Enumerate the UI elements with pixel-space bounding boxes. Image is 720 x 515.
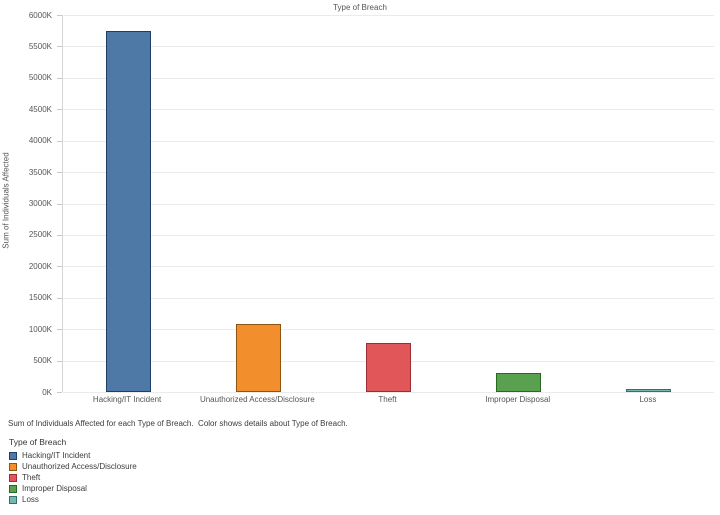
legend-item-label: Hacking/IT Incident (22, 451, 91, 460)
legend-item-loss[interactable]: Loss (9, 494, 137, 505)
gridline (63, 234, 714, 236)
y-tick-mark (57, 392, 62, 393)
gridline (63, 109, 714, 111)
legend-swatch-icon (9, 462, 17, 471)
bar-slot (63, 15, 193, 392)
x-category-label-theft: Theft (378, 395, 397, 404)
y-tick-label: 5500K (28, 41, 52, 51)
legend-swatch-icon (9, 484, 17, 493)
legend-item-label: Loss (22, 495, 39, 504)
y-tick-label: 1500K (28, 293, 52, 303)
bar-slot (323, 15, 453, 392)
bar-improper-disposal[interactable] (496, 372, 542, 392)
y-tick-label: 4500K (28, 104, 52, 114)
gridline (63, 140, 714, 142)
bar-slot (584, 15, 714, 392)
bars (63, 15, 714, 392)
gridline (63, 266, 714, 268)
legend: Type of Breach Hacking/IT Incident Unauth… (9, 437, 137, 505)
legend-item-unauthorized-access-disclosure[interactable]: Unauthorized Access/Disclosure (9, 461, 137, 472)
legend-item-label: Improper Disposal (22, 484, 87, 493)
chart-title: Type of Breach (333, 3, 387, 12)
x-axis-category-labels: Hacking/IT Incident Unauthorized Access/D… (62, 395, 713, 404)
legend-item-label: Theft (22, 473, 41, 482)
legend-item-label: Unauthorized Access/Disclosure (22, 462, 137, 471)
gridline (63, 77, 714, 79)
gridline (63, 172, 714, 174)
y-tick-label: 5000K (28, 73, 52, 83)
x-category-label-improper-disposal: Improper Disposal (485, 395, 551, 404)
bar-slot (193, 15, 323, 392)
gridline (63, 329, 714, 331)
legend-swatch-icon (9, 495, 17, 504)
bar-unauthorized-access-disclosure[interactable] (235, 323, 281, 392)
gridline (63, 297, 714, 299)
y-tick-label: 0K (42, 387, 52, 397)
y-tick-label: 500K (33, 356, 52, 366)
legend-swatch-icon (9, 473, 17, 482)
y-tick-mark (57, 46, 62, 48)
chart-caption: Sum of Individuals Affected for each Typ… (8, 419, 348, 428)
y-tick-label: 6000K (28, 10, 52, 20)
y-tick-mark (57, 297, 62, 299)
bar-theft[interactable] (366, 342, 411, 392)
y-tick-label: 3500K (28, 167, 52, 177)
y-tick-mark (57, 234, 62, 236)
legend-item-theft[interactable]: Theft (9, 472, 137, 483)
gridline (63, 46, 714, 48)
bar-loss[interactable] (626, 388, 672, 392)
y-tick-label: 1000K (28, 324, 52, 334)
y-tick-mark (57, 172, 62, 174)
gridline (63, 15, 714, 16)
legend-item-hacking-it-incident[interactable]: Hacking/IT Incident (9, 450, 137, 461)
gridline (63, 203, 714, 205)
y-tick-mark (57, 266, 62, 268)
legend-swatch-icon (9, 451, 17, 460)
y-tick-label: 2500K (28, 230, 52, 240)
y-tick-mark (57, 15, 62, 16)
y-axis-title: Sum of Individuals Affected (1, 152, 11, 249)
x-category-label-loss: Loss (639, 395, 657, 404)
legend-item-improper-disposal[interactable]: Improper Disposal (9, 483, 137, 494)
y-tick-label: 4000K (28, 136, 52, 146)
gridline (63, 392, 714, 393)
y-tick-mark (57, 203, 62, 205)
y-tick-mark (57, 77, 62, 79)
y-tick-mark (57, 109, 62, 111)
x-category-label-unauthorized-access-disclosure: Unauthorized Access/Disclosure (199, 395, 315, 404)
y-tick-mark (57, 329, 62, 331)
y-tick-mark (57, 140, 62, 142)
legend-title: Type of Breach (9, 437, 67, 447)
x-category-label-hacking-it-incident: Hacking/IT Incident (92, 395, 162, 404)
y-axis-tick-labels: 0K 500K 1000K 1500K 2000K 2500K 3000K 3500K 4000… (0, 11, 56, 397)
y-tick-mark (57, 360, 62, 362)
y-tick-label: 2000K (28, 261, 52, 271)
bar-slot (454, 15, 584, 392)
legend-items: Hacking/IT Incident Unauthorized Access/D… (9, 450, 137, 505)
y-tick-label: 3000K (28, 199, 52, 208)
bar-hacking-it-incident[interactable] (105, 31, 151, 392)
plot-area (57, 15, 714, 393)
